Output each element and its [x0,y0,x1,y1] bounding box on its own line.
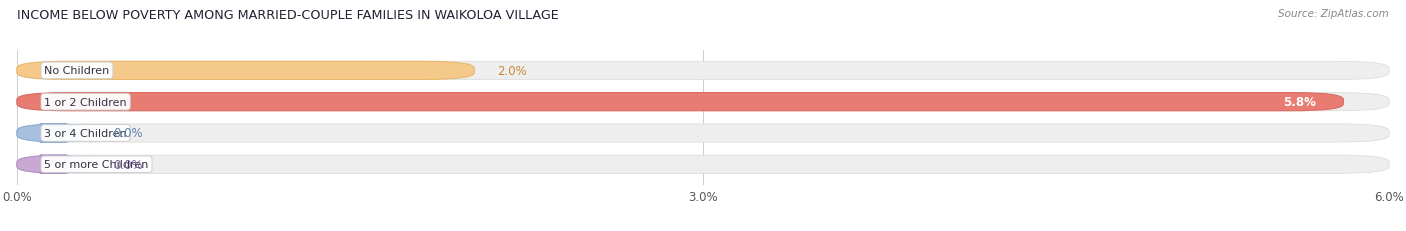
FancyBboxPatch shape [17,155,1389,173]
Text: INCOME BELOW POVERTY AMONG MARRIED-COUPLE FAMILIES IN WAIKOLOA VILLAGE: INCOME BELOW POVERTY AMONG MARRIED-COUPL… [17,9,558,22]
FancyBboxPatch shape [17,155,90,173]
Text: 0.0%: 0.0% [112,127,142,140]
FancyBboxPatch shape [17,124,1389,143]
Text: 3 or 4 Children: 3 or 4 Children [45,128,127,138]
Text: 0.0%: 0.0% [112,158,142,171]
Text: 5.8%: 5.8% [1284,96,1316,109]
FancyBboxPatch shape [17,124,90,143]
Text: 1 or 2 Children: 1 or 2 Children [45,97,127,107]
FancyBboxPatch shape [17,93,1389,111]
Text: No Children: No Children [45,66,110,76]
Text: 5 or more Children: 5 or more Children [45,160,149,170]
Text: 2.0%: 2.0% [498,65,527,78]
FancyBboxPatch shape [17,62,474,80]
Text: Source: ZipAtlas.com: Source: ZipAtlas.com [1278,9,1389,19]
FancyBboxPatch shape [17,62,1389,80]
FancyBboxPatch shape [17,93,1343,111]
